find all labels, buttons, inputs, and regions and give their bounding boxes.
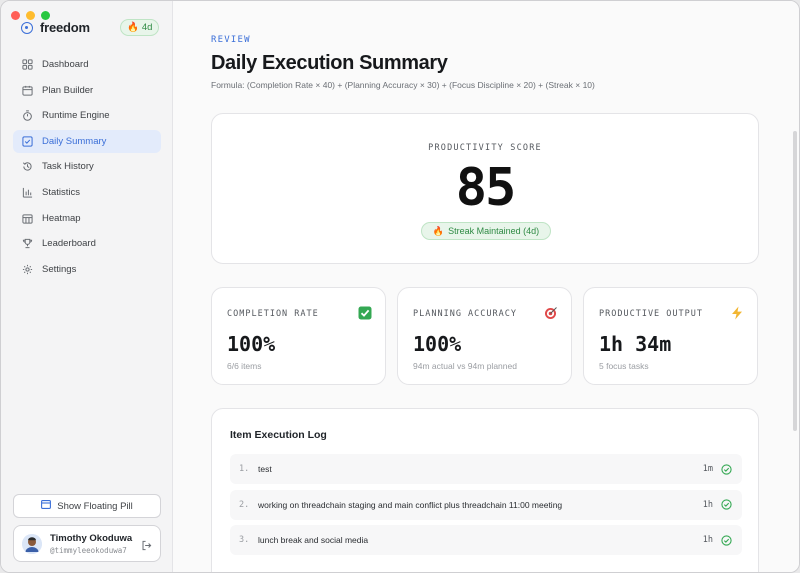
check-circle-icon [721,534,732,546]
section-eyebrow: REVIEW [211,35,251,45]
stat-subtext: 94m actual vs 94m planned [413,361,517,371]
minimize-window-button[interactable] [26,11,35,20]
avatar[interactable] [22,533,42,554]
stat-value: 100% [227,332,276,356]
sidebar-item-label: Dashboard [42,59,89,70]
sidebar-item-settings[interactable]: Settings [13,258,161,281]
user-handle: @timmyleeokoduwa7 [50,545,127,555]
gear-icon [22,264,33,275]
user-name: Timothy Okoduwa [50,532,133,544]
flame-icon: 🔥 [127,22,139,33]
streak-status-badge: 🔥 Streak Maintained (4d) [421,222,551,240]
sidebar-item-leaderboard[interactable]: Leaderboard [13,232,161,255]
timer-icon [22,110,33,121]
sidebar-nav: Dashboard Plan Builder Runtime Engine Da… [13,53,161,283]
heatmap-icon [22,213,33,224]
show-floating-pill-label: Show Floating Pill [57,500,133,512]
sidebar-item-heatmap[interactable]: Heatmap [13,207,161,230]
brand: freedom [21,20,90,35]
main-scrollbar[interactable] [793,131,797,431]
sidebar-item-dashboard[interactable]: Dashboard [13,53,161,76]
sidebar-item-label: Heatmap [42,212,81,224]
productive-output-card: PRODUCTIVE OUTPUT 1h 34m 5 focus tasks [583,287,758,385]
close-window-button[interactable] [11,11,20,20]
stat-subtext: 5 focus tasks [599,361,649,371]
stat-value: 100% [413,332,462,356]
sidebar-item-label: Leaderboard [42,238,96,250]
completion-rate-card: COMPLETION RATE 100% 6/6 items [211,287,386,385]
history-icon [22,161,33,172]
streak-badge: 🔥 4d [120,19,160,36]
stat-label: COMPLETION RATE [227,309,319,319]
log-row-text: test [258,464,272,474]
log-row-duration: 1m [702,464,713,474]
window-controls [11,11,50,20]
productivity-score-label: PRODUCTIVITY SCORE [428,143,542,153]
log-row-number: 1. [239,464,250,474]
log-row-number: 2. [239,499,250,510]
log-list: 1. test 1m 2. working on threadchain sta… [230,454,742,561]
log-row-text: lunch break and social media [258,535,369,545]
checkbox-icon [22,136,33,147]
logout-icon[interactable] [141,538,152,551]
check-mark-icon [358,306,372,320]
log-row-text: working on threadchain staging and main … [258,499,563,510]
calendar-icon [22,85,33,96]
sidebar-item-label: Runtime Engine [42,110,110,122]
log-row[interactable]: 3. lunch break and social media 1h [230,525,742,555]
main-content: REVIEW Daily Execution Summary Formula: … [174,1,799,572]
page-title: Daily Execution Summary [211,52,448,74]
show-floating-pill-button[interactable]: Show Floating Pill [13,494,161,518]
stat-label: PLANNING ACCURACY [413,309,517,319]
log-title: Item Execution Log [230,429,327,441]
sidebar-item-label: Statistics [42,186,81,198]
streak-badge-label: 4d [141,22,153,33]
log-row-duration: 1h [702,535,713,545]
sidebar-item-runtime-engine[interactable]: Runtime Engine [13,104,161,127]
log-row[interactable]: 1. test 1m [230,454,742,484]
sidebar-item-daily-summary[interactable]: Daily Summary [13,129,161,153]
lightning-icon [730,306,744,320]
target-icon [544,306,558,320]
grid-icon [22,59,33,70]
log-row[interactable]: 2. working on threadchain staging and ma… [230,489,742,520]
trophy-icon [22,238,33,249]
sidebar-item-plan-builder[interactable]: Plan Builder [13,79,161,102]
bar-chart-icon [22,187,33,198]
sidebar: freedom 🔥 4d Dashboard Plan Builder [1,1,173,572]
sidebar-item-statistics[interactable]: Statistics [13,181,161,204]
stat-label: PRODUCTIVE OUTPUT [599,309,703,319]
check-circle-icon [721,499,732,510]
brand-logo-icon [21,21,33,34]
productivity-score-value: 85 [455,158,517,218]
stat-value: 1h 34m [599,332,672,356]
sidebar-item-label: Task History [42,161,94,173]
productivity-score-card: PRODUCTIVITY SCORE 85 🔥 Streak Maintaine… [211,113,759,264]
streak-status-label: Streak Maintained (4d) [448,226,540,236]
sidebar-item-label: Plan Builder [42,84,94,96]
app-name: freedom [40,20,90,35]
log-row-number: 3. [239,535,250,545]
zoom-window-button[interactable] [41,11,50,20]
user-card: Timothy Okoduwa @timmyleeokoduwa7 [13,525,161,562]
log-row-duration: 1h [702,499,713,510]
window-icon [41,500,52,512]
check-circle-icon [721,463,732,475]
sidebar-item-label: Daily Summary [42,135,107,147]
item-execution-log: Item Execution Log 1. test 1m 2. working… [211,408,759,572]
sidebar-item-label: Settings [42,263,77,275]
planning-accuracy-card: PLANNING ACCURACY 100% 94m actual vs 94m… [397,287,572,385]
stat-subtext: 6/6 items [227,361,262,371]
sidebar-item-task-history[interactable]: Task History [13,155,161,178]
score-formula: Formula: (Completion Rate × 40) + (Plann… [211,80,595,90]
flame-icon: 🔥 [432,225,445,236]
